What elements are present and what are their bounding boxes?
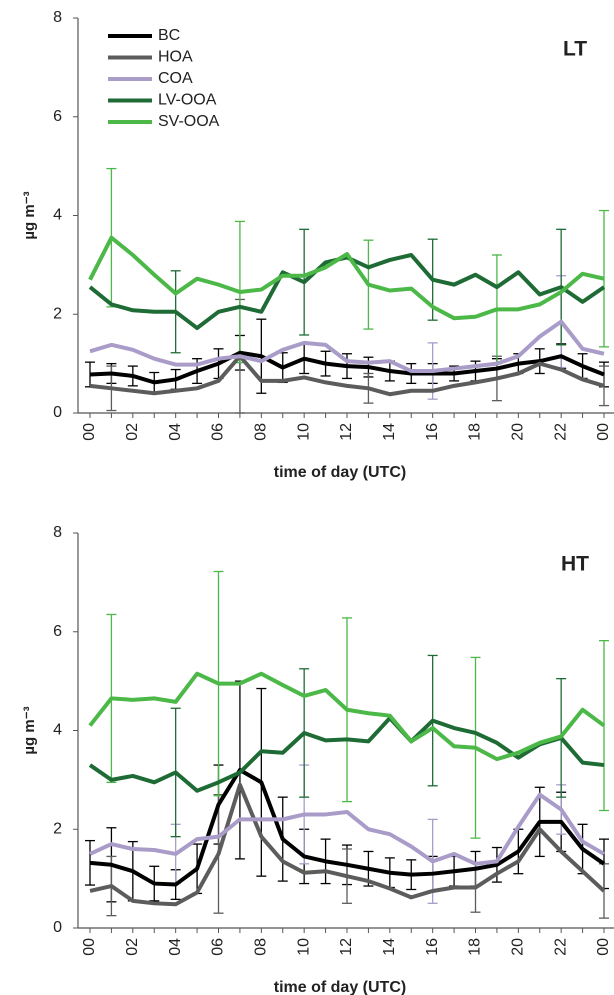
x-tick-label: 18 <box>467 423 484 441</box>
x-tick-label: 02 <box>124 423 141 441</box>
x-tick-label: 18 <box>467 938 484 956</box>
panel-label: HT <box>561 553 589 576</box>
x-tick-label: 10 <box>295 938 312 956</box>
x-tick-label: 20 <box>510 938 527 956</box>
y-tick-label: 6 <box>53 108 62 125</box>
series-line <box>89 792 605 866</box>
legend-label: BC <box>158 27 180 44</box>
legend-label: SV-OOA <box>158 113 220 130</box>
x-tick-label: 20 <box>510 423 527 441</box>
y-tick-label: 0 <box>53 404 62 421</box>
x-tick-label: 14 <box>381 423 398 441</box>
y-tick-label: 2 <box>53 820 62 837</box>
series-line <box>89 319 605 374</box>
series-line <box>88 671 606 762</box>
x-tick-label: 00 <box>595 423 612 441</box>
x-tick-label: 00 <box>81 938 98 956</box>
series-line <box>88 253 606 331</box>
x-tick-label: 14 <box>381 938 398 956</box>
y-tick-label: 0 <box>53 919 62 936</box>
legend-label: COA <box>158 70 193 87</box>
x-axis-label: time of day (UTC) <box>274 464 406 481</box>
x-tick-label: 16 <box>424 423 441 441</box>
x-tick-label: 22 <box>552 938 569 956</box>
x-tick-label: 16 <box>424 938 441 956</box>
x-tick-label: 00 <box>81 423 98 441</box>
x-tick-label: 06 <box>210 938 227 956</box>
y-axis-label: µg m⁻³ <box>21 191 38 239</box>
x-tick-label: 00 <box>595 938 612 956</box>
x-tick-label: 04 <box>167 423 184 441</box>
series-line <box>89 768 606 887</box>
series-line <box>89 350 605 385</box>
x-axis-label: time of day (UTC) <box>274 979 406 995</box>
series-line <box>88 716 605 793</box>
x-tick-label: 12 <box>338 938 355 956</box>
y-tick-label: 4 <box>53 722 62 739</box>
x-tick-label: 12 <box>338 423 355 441</box>
x-tick-label: 02 <box>124 938 141 956</box>
legend-label: LV-OOA <box>158 92 217 109</box>
y-tick-label: 6 <box>53 623 62 640</box>
y-axis-label: µg m⁻³ <box>21 706 38 754</box>
y-tick-label: 8 <box>53 9 62 26</box>
legend-label: HOA <box>158 49 193 66</box>
series-line <box>88 235 605 321</box>
panel-label: LT <box>563 38 587 61</box>
series-line <box>89 782 606 907</box>
y-tick-label: 2 <box>53 305 62 322</box>
series-line <box>89 354 605 397</box>
y-tick-label: 8 <box>53 524 62 541</box>
x-tick-label: 08 <box>253 423 270 441</box>
x-tick-label: 06 <box>210 423 227 441</box>
x-tick-label: 04 <box>167 938 184 956</box>
x-tick-label: 08 <box>253 938 270 956</box>
x-tick-label: 10 <box>295 423 312 441</box>
x-tick-label: 22 <box>552 423 569 441</box>
y-tick-label: 4 <box>53 207 62 224</box>
